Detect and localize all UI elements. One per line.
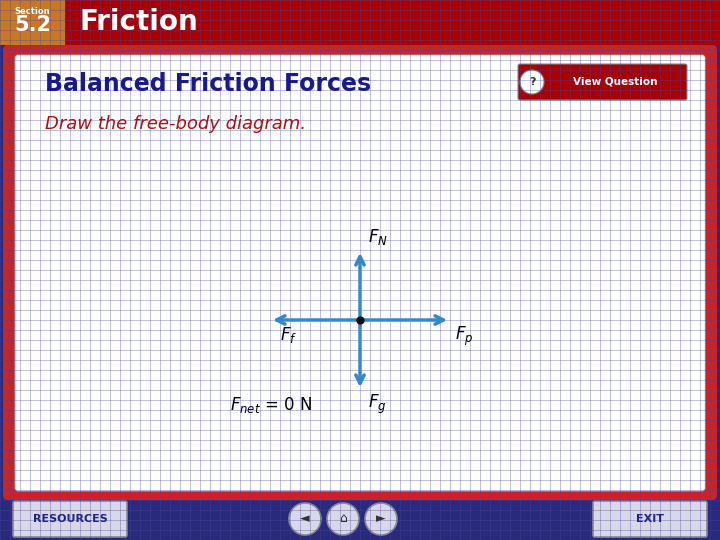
Circle shape [520,70,544,94]
Text: Balanced Friction Forces: Balanced Friction Forces [45,72,371,96]
FancyBboxPatch shape [518,64,687,100]
FancyBboxPatch shape [3,45,717,500]
FancyBboxPatch shape [0,0,65,45]
FancyBboxPatch shape [0,0,720,45]
Text: 5.2: 5.2 [14,15,51,35]
FancyBboxPatch shape [13,501,127,537]
Text: ?: ? [528,77,535,87]
Text: $\mathit{F}_g$: $\mathit{F}_g$ [368,393,387,416]
FancyBboxPatch shape [15,55,705,491]
Text: ⌂: ⌂ [339,512,347,525]
Circle shape [365,503,397,535]
Circle shape [289,503,321,535]
Text: EXIT: EXIT [636,514,664,524]
Text: $\mathit{F}_N$: $\mathit{F}_N$ [368,227,388,247]
Circle shape [327,503,359,535]
Text: Section: Section [14,7,50,16]
Text: $\mathit{F}_{net}$ = 0 N: $\mathit{F}_{net}$ = 0 N [230,395,312,415]
Text: ►: ► [376,512,386,525]
Text: Draw the free-body diagram.: Draw the free-body diagram. [45,115,306,133]
Text: $\mathit{F}_p$: $\mathit{F}_p$ [455,325,474,348]
Text: Friction: Friction [80,8,199,36]
Text: $\mathit{F}_f$: $\mathit{F}_f$ [280,325,297,345]
Text: View Question: View Question [572,77,657,87]
FancyBboxPatch shape [593,501,707,537]
Text: RESOURCES: RESOURCES [32,514,107,524]
Text: ◄: ◄ [300,512,310,525]
